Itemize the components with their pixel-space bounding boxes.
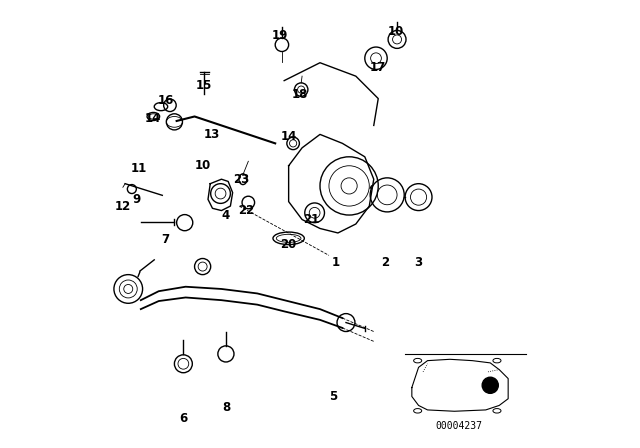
Text: 13: 13 bbox=[204, 128, 220, 141]
Text: 7: 7 bbox=[161, 233, 170, 246]
Text: 18: 18 bbox=[292, 87, 308, 101]
Text: 4: 4 bbox=[222, 208, 230, 222]
Text: 19: 19 bbox=[271, 29, 288, 43]
Text: 20: 20 bbox=[280, 237, 297, 251]
Text: 15: 15 bbox=[195, 78, 212, 92]
Text: 23: 23 bbox=[234, 172, 250, 186]
Text: 12: 12 bbox=[115, 199, 131, 213]
Text: 10: 10 bbox=[195, 159, 211, 172]
Text: 2: 2 bbox=[381, 255, 389, 269]
Text: 10: 10 bbox=[388, 25, 404, 38]
Text: 22: 22 bbox=[238, 204, 254, 217]
Text: 17: 17 bbox=[370, 60, 387, 74]
Text: 5: 5 bbox=[330, 390, 337, 403]
Text: 8: 8 bbox=[222, 401, 230, 414]
Text: 14: 14 bbox=[280, 130, 297, 143]
Text: 11: 11 bbox=[131, 161, 147, 175]
Text: 16: 16 bbox=[157, 94, 173, 108]
Circle shape bbox=[482, 377, 499, 393]
Text: 3: 3 bbox=[415, 255, 422, 269]
Text: 9: 9 bbox=[132, 193, 140, 206]
Text: 14: 14 bbox=[145, 112, 161, 125]
Text: 6: 6 bbox=[179, 412, 188, 426]
Text: 21: 21 bbox=[303, 213, 319, 226]
Text: 00004237: 00004237 bbox=[435, 421, 483, 431]
Text: 1: 1 bbox=[332, 255, 340, 269]
